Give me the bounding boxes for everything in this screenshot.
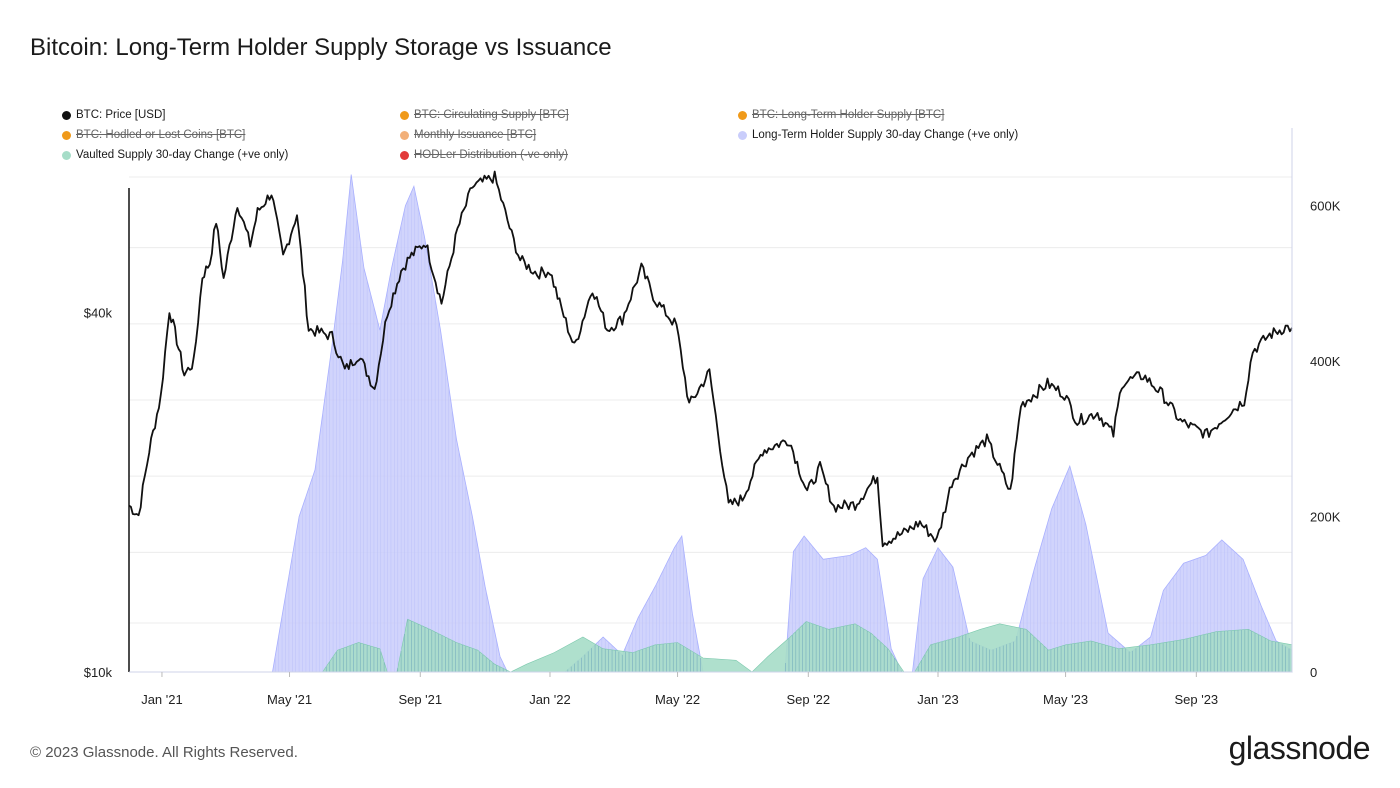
x-tick-label: Jan '23 [917,692,959,707]
legend-dot-icon [62,110,71,120]
lth-30d-change-area [129,174,1293,673]
price-series [128,170,1293,548]
legend-label: Vaulted Supply 30-day Change (+ve only) [76,149,289,161]
legend-item-circulating-supply[interactable]: BTC: Circulating Supply [BTC] [400,109,569,121]
legend-dot-icon [62,130,71,140]
y-right-tick-label: 600K [1310,199,1341,214]
legend-label: BTC: Hodled or Lost Coins [BTC] [76,129,246,141]
legend-item-price[interactable]: BTC: Price [USD] [62,109,165,121]
btc-price-line [128,170,1293,548]
legend-item-hodled-lost[interactable]: BTC: Hodled or Lost Coins [BTC] [62,129,245,141]
area-series [129,174,1293,673]
x-tick-label: Jan '21 [141,692,183,707]
legend-dot-icon [400,110,409,120]
legend-item-hodler-distribution[interactable]: HODLer Distribution (-ve only) [400,149,568,161]
legend-label: Long-Term Holder Supply 30-day Change (+… [752,129,1019,141]
copyright: © 2023 Glassnode. All Rights Reserved. [30,744,298,761]
glassnode-logo: glassnode [1228,730,1371,766]
legend-label: BTC: Price [USD] [76,109,166,121]
y-right-tick-label: 400K [1310,354,1341,369]
axes: Jan '21 May '21 Sep '21 Jan '22 May '22 Sep '… [84,128,1341,707]
legend-item-lth-30d-change[interactable]: Long-Term Holder Supply 30-day Change (+… [738,129,1018,141]
chart-title: Bitcoin: Long-Term Holder Supply Storage… [30,34,612,61]
x-tick-label: Sep '22 [786,692,830,707]
y-left-tick-label: $40k [84,306,113,321]
legend-dot-icon [400,130,409,140]
x-tick-label: Sep '23 [1174,692,1218,707]
legend-dot-icon [62,150,71,160]
legend-item-lth-supply[interactable]: BTC: Long-Term Holder Supply [BTC] [738,109,944,121]
x-tick-label: Jan '22 [529,692,571,707]
legend-dot-icon [738,130,747,140]
x-tick-label: May '21 [267,692,312,707]
legend-item-vaulted-30d-change[interactable]: Vaulted Supply 30-day Change (+ve only) [62,149,288,161]
y-left-tick-label: $10k [84,665,113,680]
x-tick-label: May '22 [655,692,700,707]
y-right-tick-label: 0 [1310,665,1317,680]
x-tick-label: Sep '21 [398,692,442,707]
legend-label: Monthly Issuance [BTC] [414,129,537,141]
legend-label: BTC: Circulating Supply [BTC] [414,109,569,121]
legend-label: HODLer Distribution (-ve only) [414,149,569,161]
legend-dot-icon [738,110,747,120]
x-tick-label: May '23 [1043,692,1088,707]
legend-label: BTC: Long-Term Holder Supply [BTC] [752,109,945,121]
y-right-tick-label: 200K [1310,510,1341,525]
legend-dot-icon [400,150,409,160]
legend-item-monthly-issuance[interactable]: Monthly Issuance [BTC] [400,129,536,141]
